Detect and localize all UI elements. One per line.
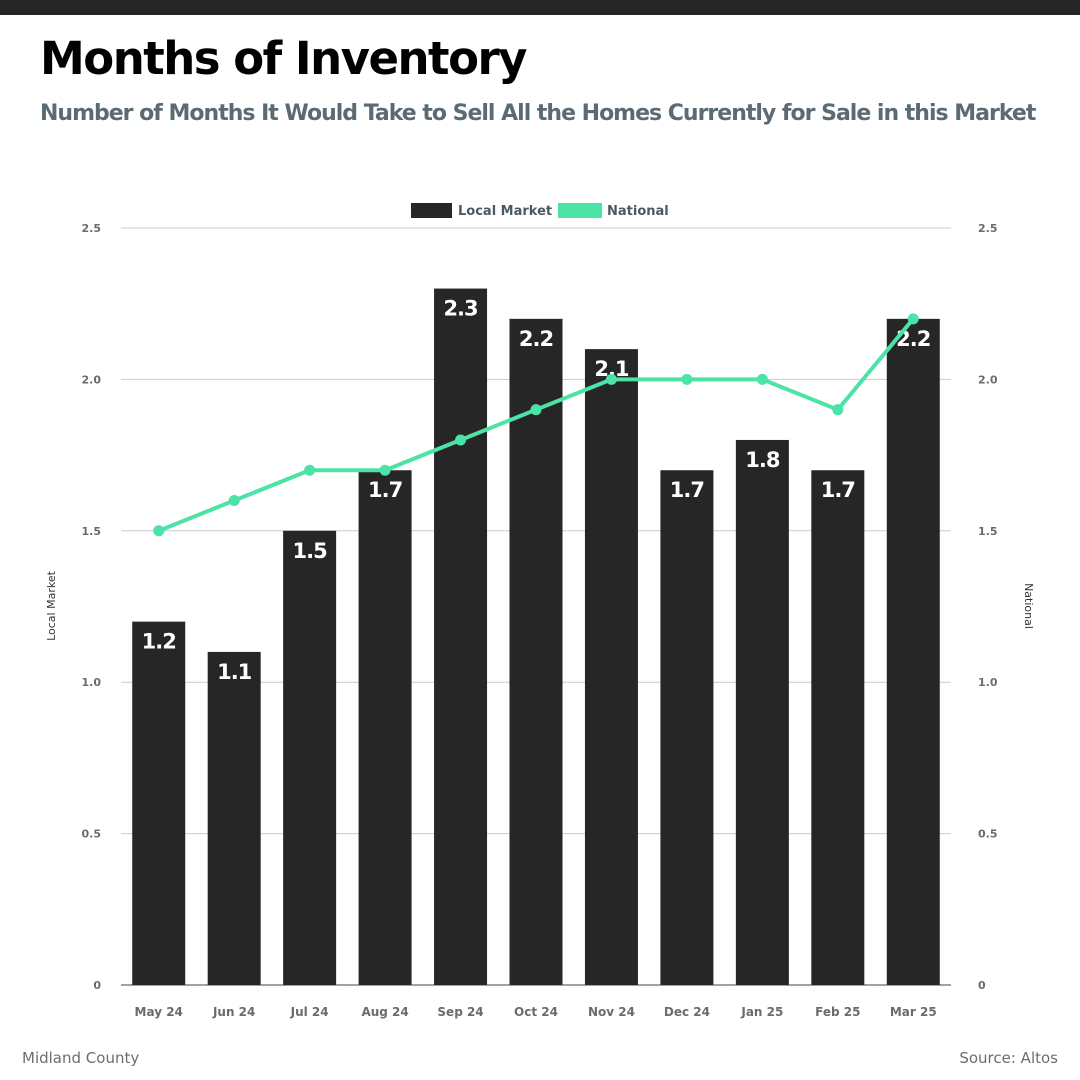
- national-point: [907, 313, 919, 325]
- bar: [434, 288, 488, 985]
- x-tick-label: Dec 24: [664, 1005, 710, 1019]
- y-tick-label-right: 0.5: [978, 828, 998, 841]
- national-point: [455, 434, 467, 446]
- bar: [660, 470, 714, 985]
- national-point: [530, 404, 542, 416]
- bar: [735, 439, 789, 986]
- legend-label-national: National: [607, 204, 669, 219]
- source-label: Source: Altos: [959, 1049, 1058, 1067]
- y-tick-label-right: 1.0: [978, 676, 998, 689]
- x-tick-label: Oct 24: [514, 1005, 558, 1019]
- national-point: [228, 495, 240, 507]
- legend-swatch-national: [558, 203, 602, 218]
- bar-value-label: 2.3: [443, 297, 477, 321]
- y-tick-label-right: 2.5: [978, 222, 998, 235]
- bar: [886, 318, 940, 986]
- national-point: [153, 525, 165, 537]
- bar-value-label: 1.1: [217, 660, 252, 684]
- page-title: Months of Inventory: [40, 32, 528, 85]
- y-tick-label-left: 0.5: [82, 828, 102, 841]
- bar: [132, 621, 186, 985]
- y-tick-label-left: 1.0: [82, 676, 102, 689]
- x-tick-label: Jul 24: [290, 1005, 329, 1019]
- y-tick-label-right: 2.0: [978, 373, 998, 386]
- bar-value-label: 1.7: [368, 478, 402, 502]
- x-tick-label: Aug 24: [361, 1005, 408, 1019]
- bar-value-label: 1.7: [670, 478, 704, 502]
- y-axis-title-left: Local Market: [45, 570, 58, 641]
- y-tick-label-left: 0: [93, 979, 101, 992]
- bar: [584, 349, 638, 985]
- x-tick-label: Sep 24: [437, 1005, 483, 1019]
- location-label: Midland County: [22, 1049, 140, 1067]
- bar-value-label: 1.7: [821, 478, 855, 502]
- y-tick-label-right: 1.5: [978, 525, 998, 538]
- y-tick-label-left: 2.5: [82, 222, 102, 235]
- x-tick-label: May 24: [135, 1005, 183, 1019]
- national-point: [756, 373, 768, 385]
- national-point: [681, 373, 693, 385]
- national-point: [832, 404, 844, 416]
- x-tick-label: Mar 25: [890, 1005, 937, 1019]
- y-axis-title-right: National: [1022, 583, 1035, 629]
- y-tick-label-left: 1.5: [82, 525, 102, 538]
- bar-value-label: 1.2: [142, 630, 176, 654]
- bar: [207, 651, 261, 985]
- bar: [509, 318, 563, 986]
- bar-value-label: 2.2: [519, 327, 553, 351]
- x-tick-label: Jun 24: [212, 1005, 255, 1019]
- national-point: [605, 373, 617, 385]
- top-bar: [0, 0, 1080, 15]
- x-tick-label: Jan 25: [740, 1005, 783, 1019]
- national-point: [379, 464, 391, 476]
- legend-label-local-market: Local Market: [458, 204, 552, 219]
- page-subtitle: Number of Months It Would Take to Sell A…: [40, 101, 1036, 126]
- legend-swatch-local-market: [411, 203, 452, 218]
- bar: [811, 470, 865, 985]
- x-tick-label: Nov 24: [588, 1005, 635, 1019]
- y-tick-label-left: 2.0: [82, 373, 102, 386]
- national-point: [304, 464, 316, 476]
- bar-value-label: 1.8: [745, 448, 780, 472]
- bar: [283, 530, 337, 985]
- x-tick-label: Feb 25: [815, 1005, 860, 1019]
- y-tick-label-right: 0: [978, 979, 986, 992]
- bar-value-label: 1.5: [293, 539, 328, 563]
- bar: [358, 470, 412, 985]
